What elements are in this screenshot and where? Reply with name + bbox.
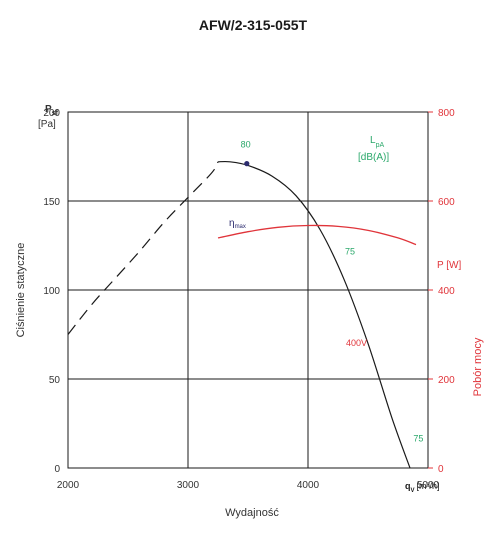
- y-axis-label: Ciśnienie statyczne: [15, 243, 27, 338]
- lpa-annotation: 75: [413, 433, 423, 443]
- pressure-curve-dashed: [67, 161, 219, 335]
- y-tick-label: 50: [49, 375, 61, 386]
- lpa-unit: [dB(A)]: [358, 152, 389, 163]
- x-axis-label: Wydajność: [225, 507, 279, 519]
- x-tick-label: 2000: [57, 480, 80, 491]
- y2-axis-label: Pobór mocy: [472, 337, 484, 396]
- y2-tick-label: 400: [438, 286, 455, 297]
- y2-tick-label: 800: [438, 108, 455, 119]
- x-tick-label: 4000: [297, 480, 320, 491]
- series-label-400v: 400V: [346, 338, 367, 348]
- y2-tick-labels: 0 200 400 600 800: [428, 108, 455, 475]
- x-tick-labels: 2000 3000 4000 5000: [57, 480, 440, 491]
- lpa-annotation: 80: [241, 140, 251, 150]
- y-tick-label: 0: [54, 464, 60, 475]
- y2-tick-label: 200: [438, 375, 455, 386]
- y2-tick-label: 0: [438, 464, 444, 475]
- x-tick-label: 5000: [417, 480, 440, 491]
- marker-group: 80 75 75: [241, 140, 424, 444]
- y-axis-unit: Psf: [45, 104, 59, 117]
- series-group: [67, 160, 417, 469]
- power-curve-400v: [217, 224, 417, 246]
- pressure-curve-solid: [217, 160, 411, 469]
- y-tick-label: 100: [43, 286, 60, 297]
- y-tick-labels: 0 50 100 150 200: [43, 108, 60, 475]
- x-tick-label: 3000: [177, 480, 200, 491]
- eta-max-label: ηmax: [229, 218, 246, 230]
- lpa-label: LpA: [370, 135, 384, 149]
- y2-tick-label: 600: [438, 197, 455, 208]
- y2-axis-unit: P [W]: [437, 260, 461, 271]
- y-axis-unit-bracket: [Pa]: [38, 119, 56, 130]
- y-tick-label: 200: [43, 108, 60, 119]
- x-axis-unit: qV [m³/h]: [405, 481, 440, 494]
- chart-title: AFW/2-315-055T: [199, 17, 308, 33]
- eta-max-point: [244, 161, 250, 167]
- y-tick-label: 150: [43, 197, 60, 208]
- lpa-annotation: 75: [345, 246, 355, 256]
